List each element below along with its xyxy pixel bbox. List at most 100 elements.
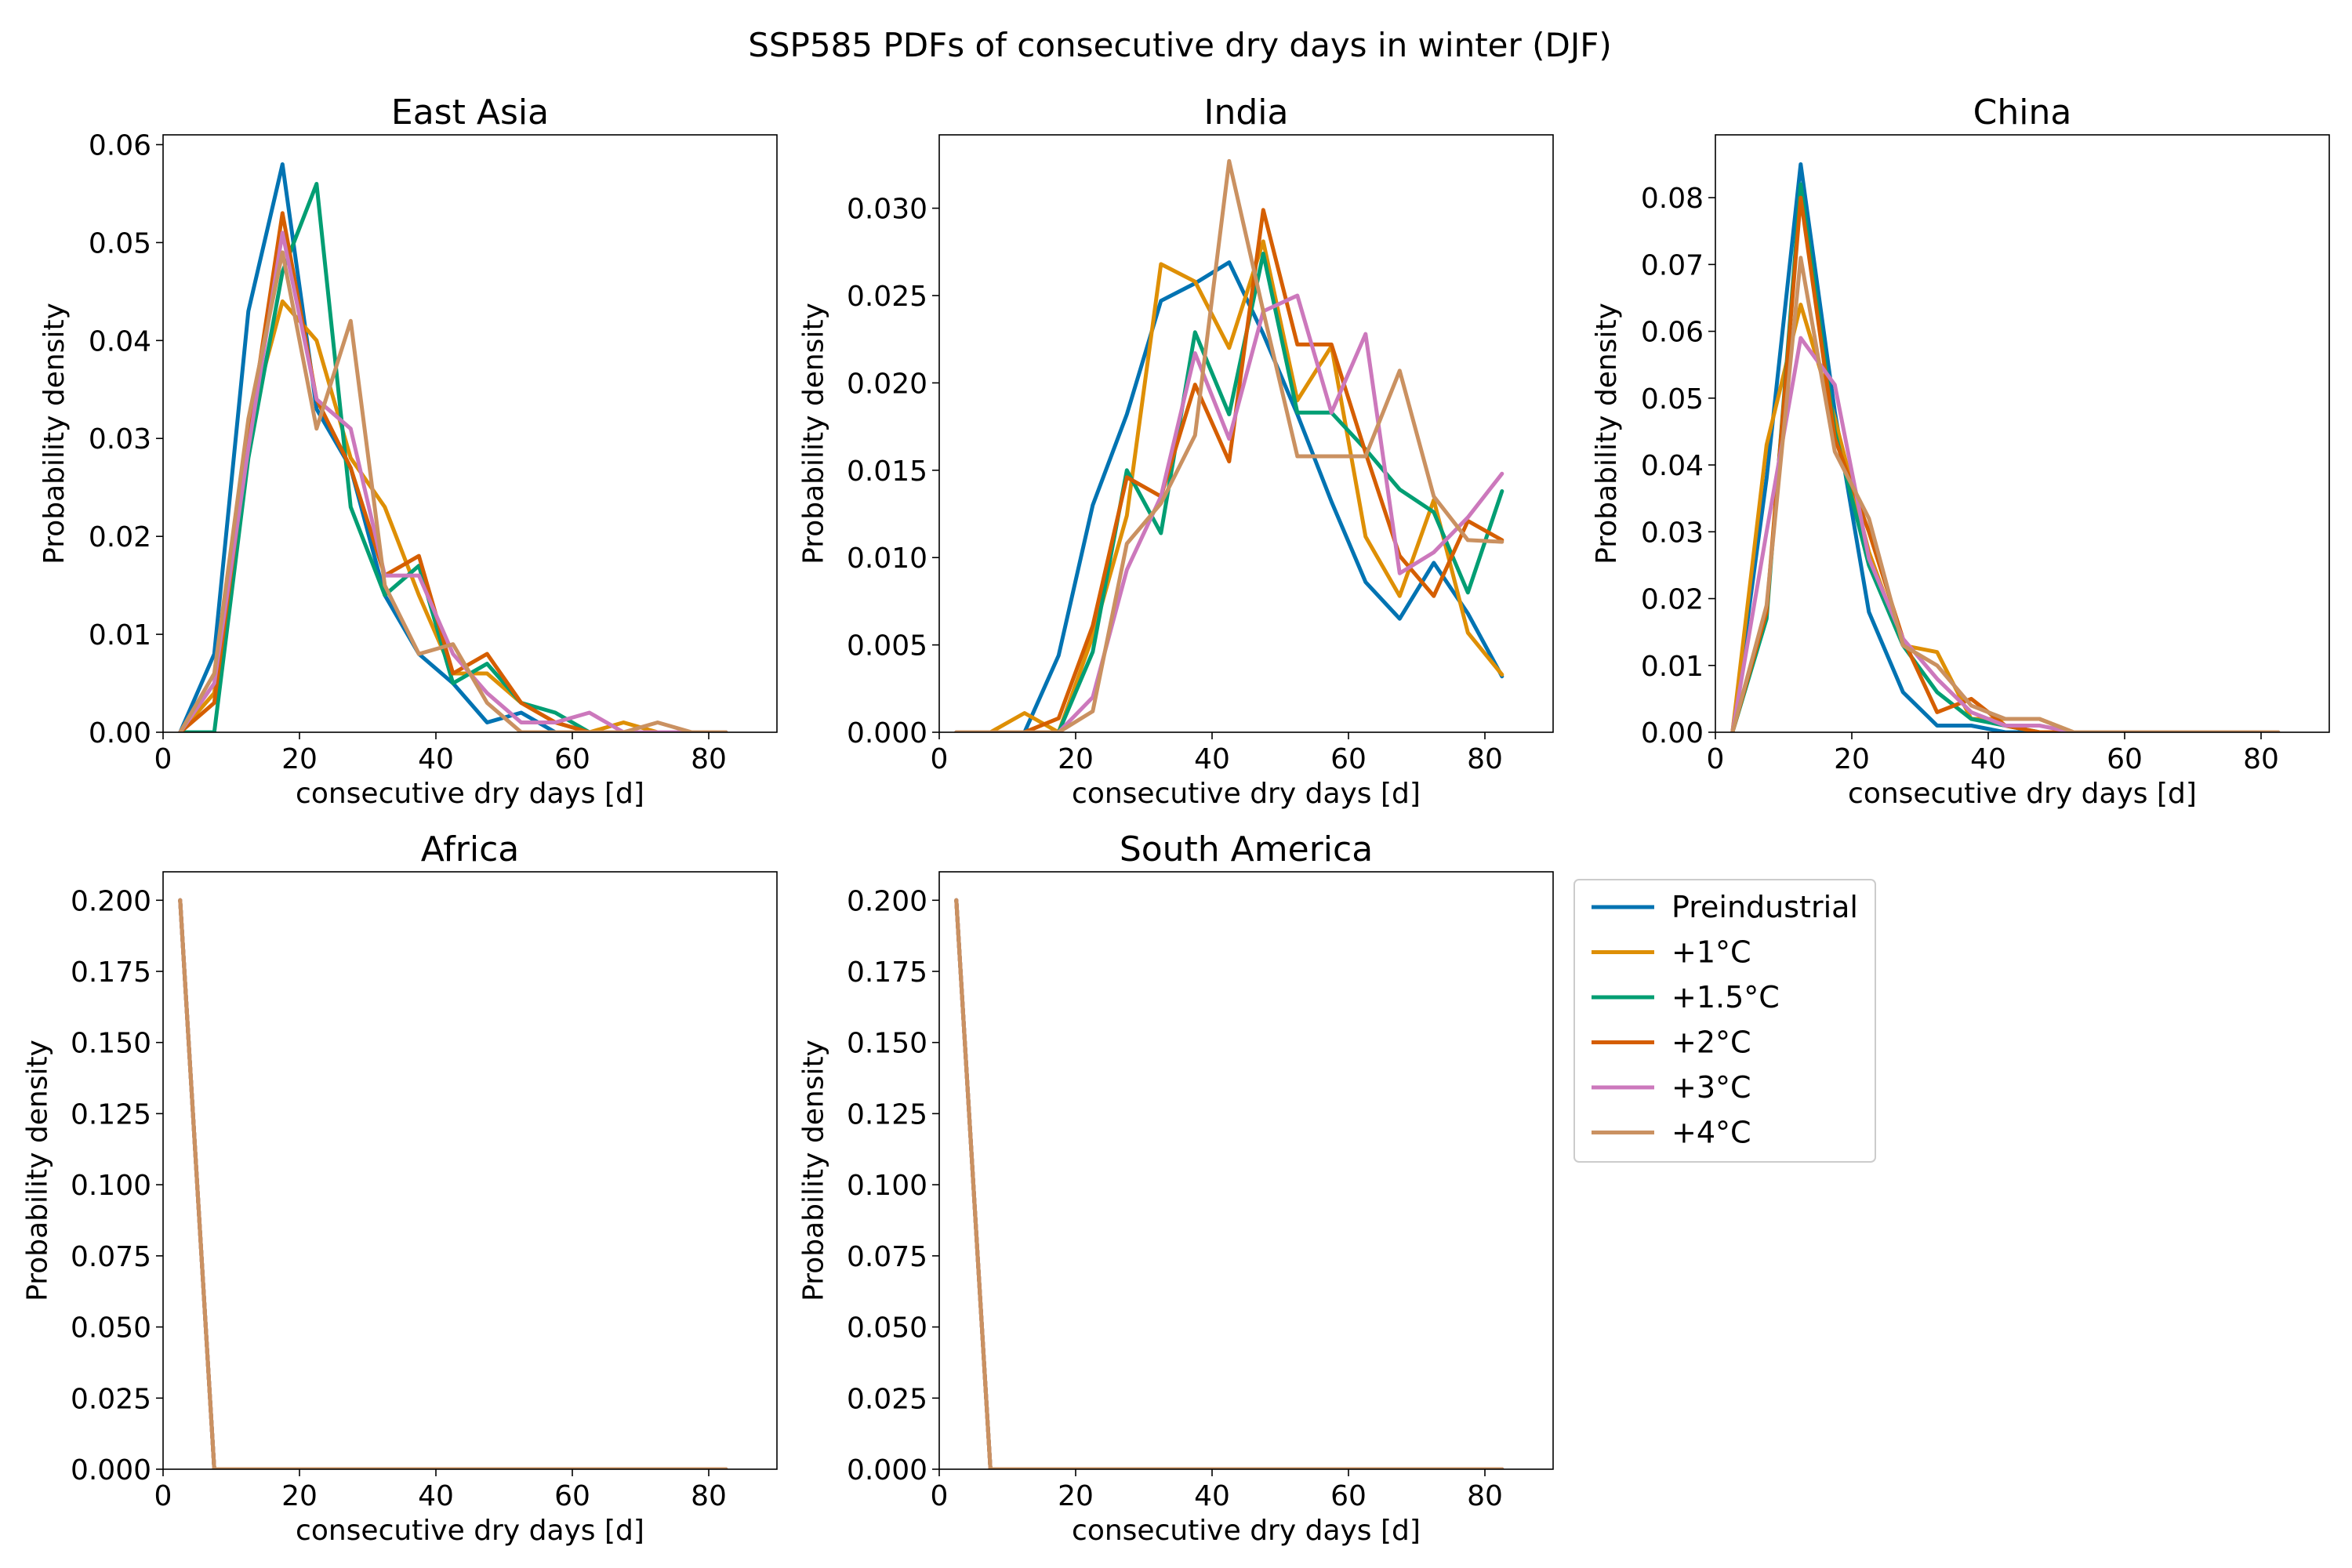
series-line-preindustrial [954,898,1504,1469]
x-axis-label: consecutive dry days [d] [296,1515,644,1547]
subplot-title: East Asia [391,93,549,132]
x-tick-label: 60 [554,1480,590,1512]
y-tick-label: 0.05 [89,227,151,260]
legend-item-4-c: +4°C [1592,1116,1751,1150]
series-line-2-c [954,208,1504,732]
legend-item-1-5-c: +1.5°C [1592,980,1780,1014]
series-line-3-c [954,293,1504,732]
y-tick-label: 0.015 [847,456,927,488]
series-line-preindustrial [1730,162,2281,732]
y-tick-label: 0.000 [847,1454,927,1486]
y-tick-label: 0.175 [71,956,151,989]
y-tick-label: 0.000 [71,1454,151,1486]
y-tick-label: 0.020 [847,368,927,400]
y-tick-label: 0.125 [71,1098,151,1131]
legend-label: +2°C [1671,1025,1751,1060]
series-line-4-c [1730,256,2281,732]
x-tick-label: 20 [281,743,318,775]
y-tick-label: 0.04 [89,325,151,358]
y-tick-label: 0.025 [847,1383,927,1415]
series-line-1-5-c [178,182,728,732]
x-axis-label: consecutive dry days [d] [1848,778,2197,810]
series-line-4-c [954,158,1504,732]
series-line-1-5-c [954,898,1504,1469]
x-tick-label: 80 [1467,1480,1503,1512]
series-line-preindustrial [954,260,1504,732]
series-group [954,898,1504,1469]
legend-label: +4°C [1671,1116,1751,1150]
y-tick-label: 0.010 [847,543,927,575]
x-tick-label: 80 [691,1480,727,1512]
series-line-2-c [954,898,1504,1469]
x-tick-label: 40 [1194,1480,1230,1512]
y-tick-label: 0.00 [1641,717,1704,750]
x-tick-label: 60 [1330,1480,1367,1512]
y-tick-label: 0.03 [89,423,151,456]
series-group [954,158,1504,732]
y-tick-label: 0.150 [847,1028,927,1060]
y-tick-label: 0.025 [847,281,927,313]
subplot-africa: 0 20 40 60 80 0.000 0.025 0.050 0.075 0.100 0.125 0… [22,829,778,1547]
series-line-4-c [178,898,728,1469]
y-tick-label: 0.06 [89,129,151,162]
x-axis-label: consecutive dry days [d] [1072,1515,1421,1547]
series-group [178,162,728,732]
legend-item-2-c: +2°C [1592,1025,1751,1060]
x-tick-label: 40 [418,1480,454,1512]
x-tick-label: 0 [931,743,949,775]
series-line-preindustrial [178,898,728,1469]
legend-label: +3°C [1671,1070,1751,1105]
x-tick-label: 20 [1834,743,1870,775]
y-tick-label: 0.075 [847,1241,927,1273]
x-tick-label: 0 [154,743,172,775]
y-tick-label: 0.02 [1641,584,1704,616]
y-tick-label: 0.06 [1641,317,1704,349]
legend-label: +1°C [1671,935,1751,970]
y-axis-label: Probability density [798,303,830,564]
x-tick-label: 80 [1467,743,1503,775]
x-tick-label: 20 [281,1480,318,1512]
x-tick-label: 40 [1970,743,2006,775]
subplot-india: 0 20 40 60 80 0.000 0.005 0.010 0.015 0.020 0.025 0… [798,93,1554,810]
axes-frame [162,871,778,1470]
series-line-1-c [954,239,1504,732]
axes-frame [938,871,1554,1470]
x-tick-label: 60 [554,743,590,775]
series-group [178,898,728,1469]
subplot-title: South America [1120,829,1373,869]
y-tick-label: 0.01 [1641,651,1704,683]
y-tick-label: 0.200 [847,885,927,917]
series-line-1-5-c [178,898,728,1469]
series-line-3-c [1730,336,2281,732]
y-tick-label: 0.100 [847,1170,927,1202]
axes-frame [1715,134,2330,733]
y-tick-label: 0.050 [71,1312,151,1345]
y-tick-label: 0.050 [847,1312,927,1345]
y-axis-label: Probability density [22,1040,54,1301]
legend-item-1-c: +1°C [1592,935,1751,970]
y-tick-label: 0.075 [71,1241,151,1273]
series-line-3-c [954,898,1504,1469]
y-tick-label: 0.01 [89,619,151,652]
figure-title: SSP585 PDFs of consecutive dry days in w… [748,26,1612,64]
series-line-1-c [178,898,728,1469]
series-line-2-c [178,898,728,1469]
y-tick-label: 0.05 [1641,383,1704,416]
subplot-china: 0 20 40 60 80 0.00 0.01 0.02 0.03 0.04 0.05 0.06 0.0… [1591,93,2330,810]
y-tick-label: 0.04 [1641,450,1704,482]
y-axis-label: Probability density [798,1040,830,1301]
y-tick-label: 0.03 [1641,517,1704,549]
y-tick-label: 0.005 [847,630,927,662]
legend-item-preindustrial: Preindustrial [1592,890,1858,924]
x-axis-label: consecutive dry days [d] [1072,778,1421,810]
subplot-title: Africa [421,829,520,869]
series-line-4-c [954,898,1504,1469]
y-tick-label: 0.000 [847,717,927,750]
y-tick-label: 0.150 [71,1028,151,1060]
y-tick-label: 0.125 [847,1098,927,1131]
series-line-1-c [954,898,1504,1469]
series-line-4-c [178,250,728,732]
series-line-2-c [178,211,728,732]
x-tick-label: 0 [154,1480,172,1512]
x-tick-label: 20 [1058,743,1094,775]
